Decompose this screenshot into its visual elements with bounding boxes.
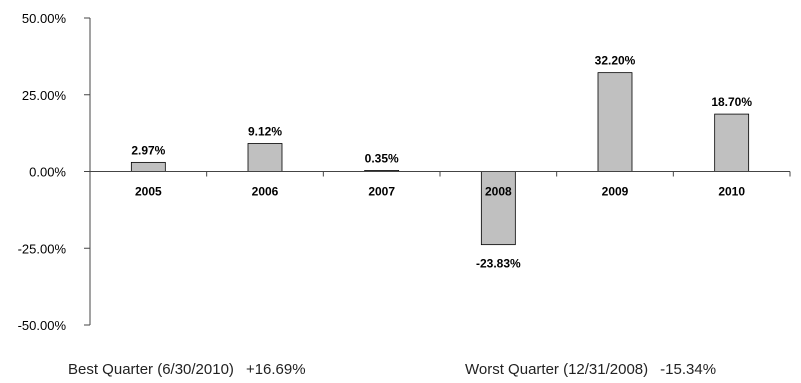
y-tick-label: -25.00% [18,241,67,256]
data-label-2010: 18.70% [711,95,752,109]
best-quarter-note: Best Quarter (6/30/2010) +16.69% [68,361,306,378]
bar-2005 [130,161,166,172]
worst-quarter-value: -15.34% [660,361,717,378]
data-label-2006: 9.12% [248,125,282,139]
bar-2010 [714,113,750,172]
data-labels: 2005 2006 2007 2008 2009 2010 2.97% 9.12% 0.35% -… [131,54,752,271]
data-label-2008: -23.83% [476,257,521,271]
y-tick-label: 25.00% [22,88,67,103]
y-tick-label: 0.00% [29,165,66,180]
bar-2009 [597,72,633,172]
x-tick-label: 2005 [135,185,162,199]
x-axis [90,171,791,177]
worst-quarter-label: Worst Quarter (12/31/2008) [465,361,649,378]
best-quarter-value: +16.69% [245,361,306,378]
bar-2006 [247,143,283,172]
data-label-2007: 0.35% [365,151,399,165]
x-tick-label: 2009 [602,185,629,199]
y-tick-label: 50.00% [22,11,67,26]
bar-series [130,72,750,246]
data-label-2005: 2.97% [131,143,165,157]
x-tick-label: 2006 [252,185,279,199]
x-tick-label: 2010 [718,185,745,199]
y-axis: 50.00% 25.00% 0.00% -25.00% -50.00% [18,11,91,333]
y-tick-label: -50.00% [18,318,67,333]
bar-2008 [480,171,516,246]
data-label-2009: 32.20% [595,54,636,68]
x-tick-label: 2008 [485,185,512,199]
x-tick-label: 2007 [368,185,395,199]
best-quarter-label: Best Quarter (6/30/2010) [68,361,234,378]
worst-quarter-note: Worst Quarter (12/31/2008) -15.34% [465,361,716,378]
